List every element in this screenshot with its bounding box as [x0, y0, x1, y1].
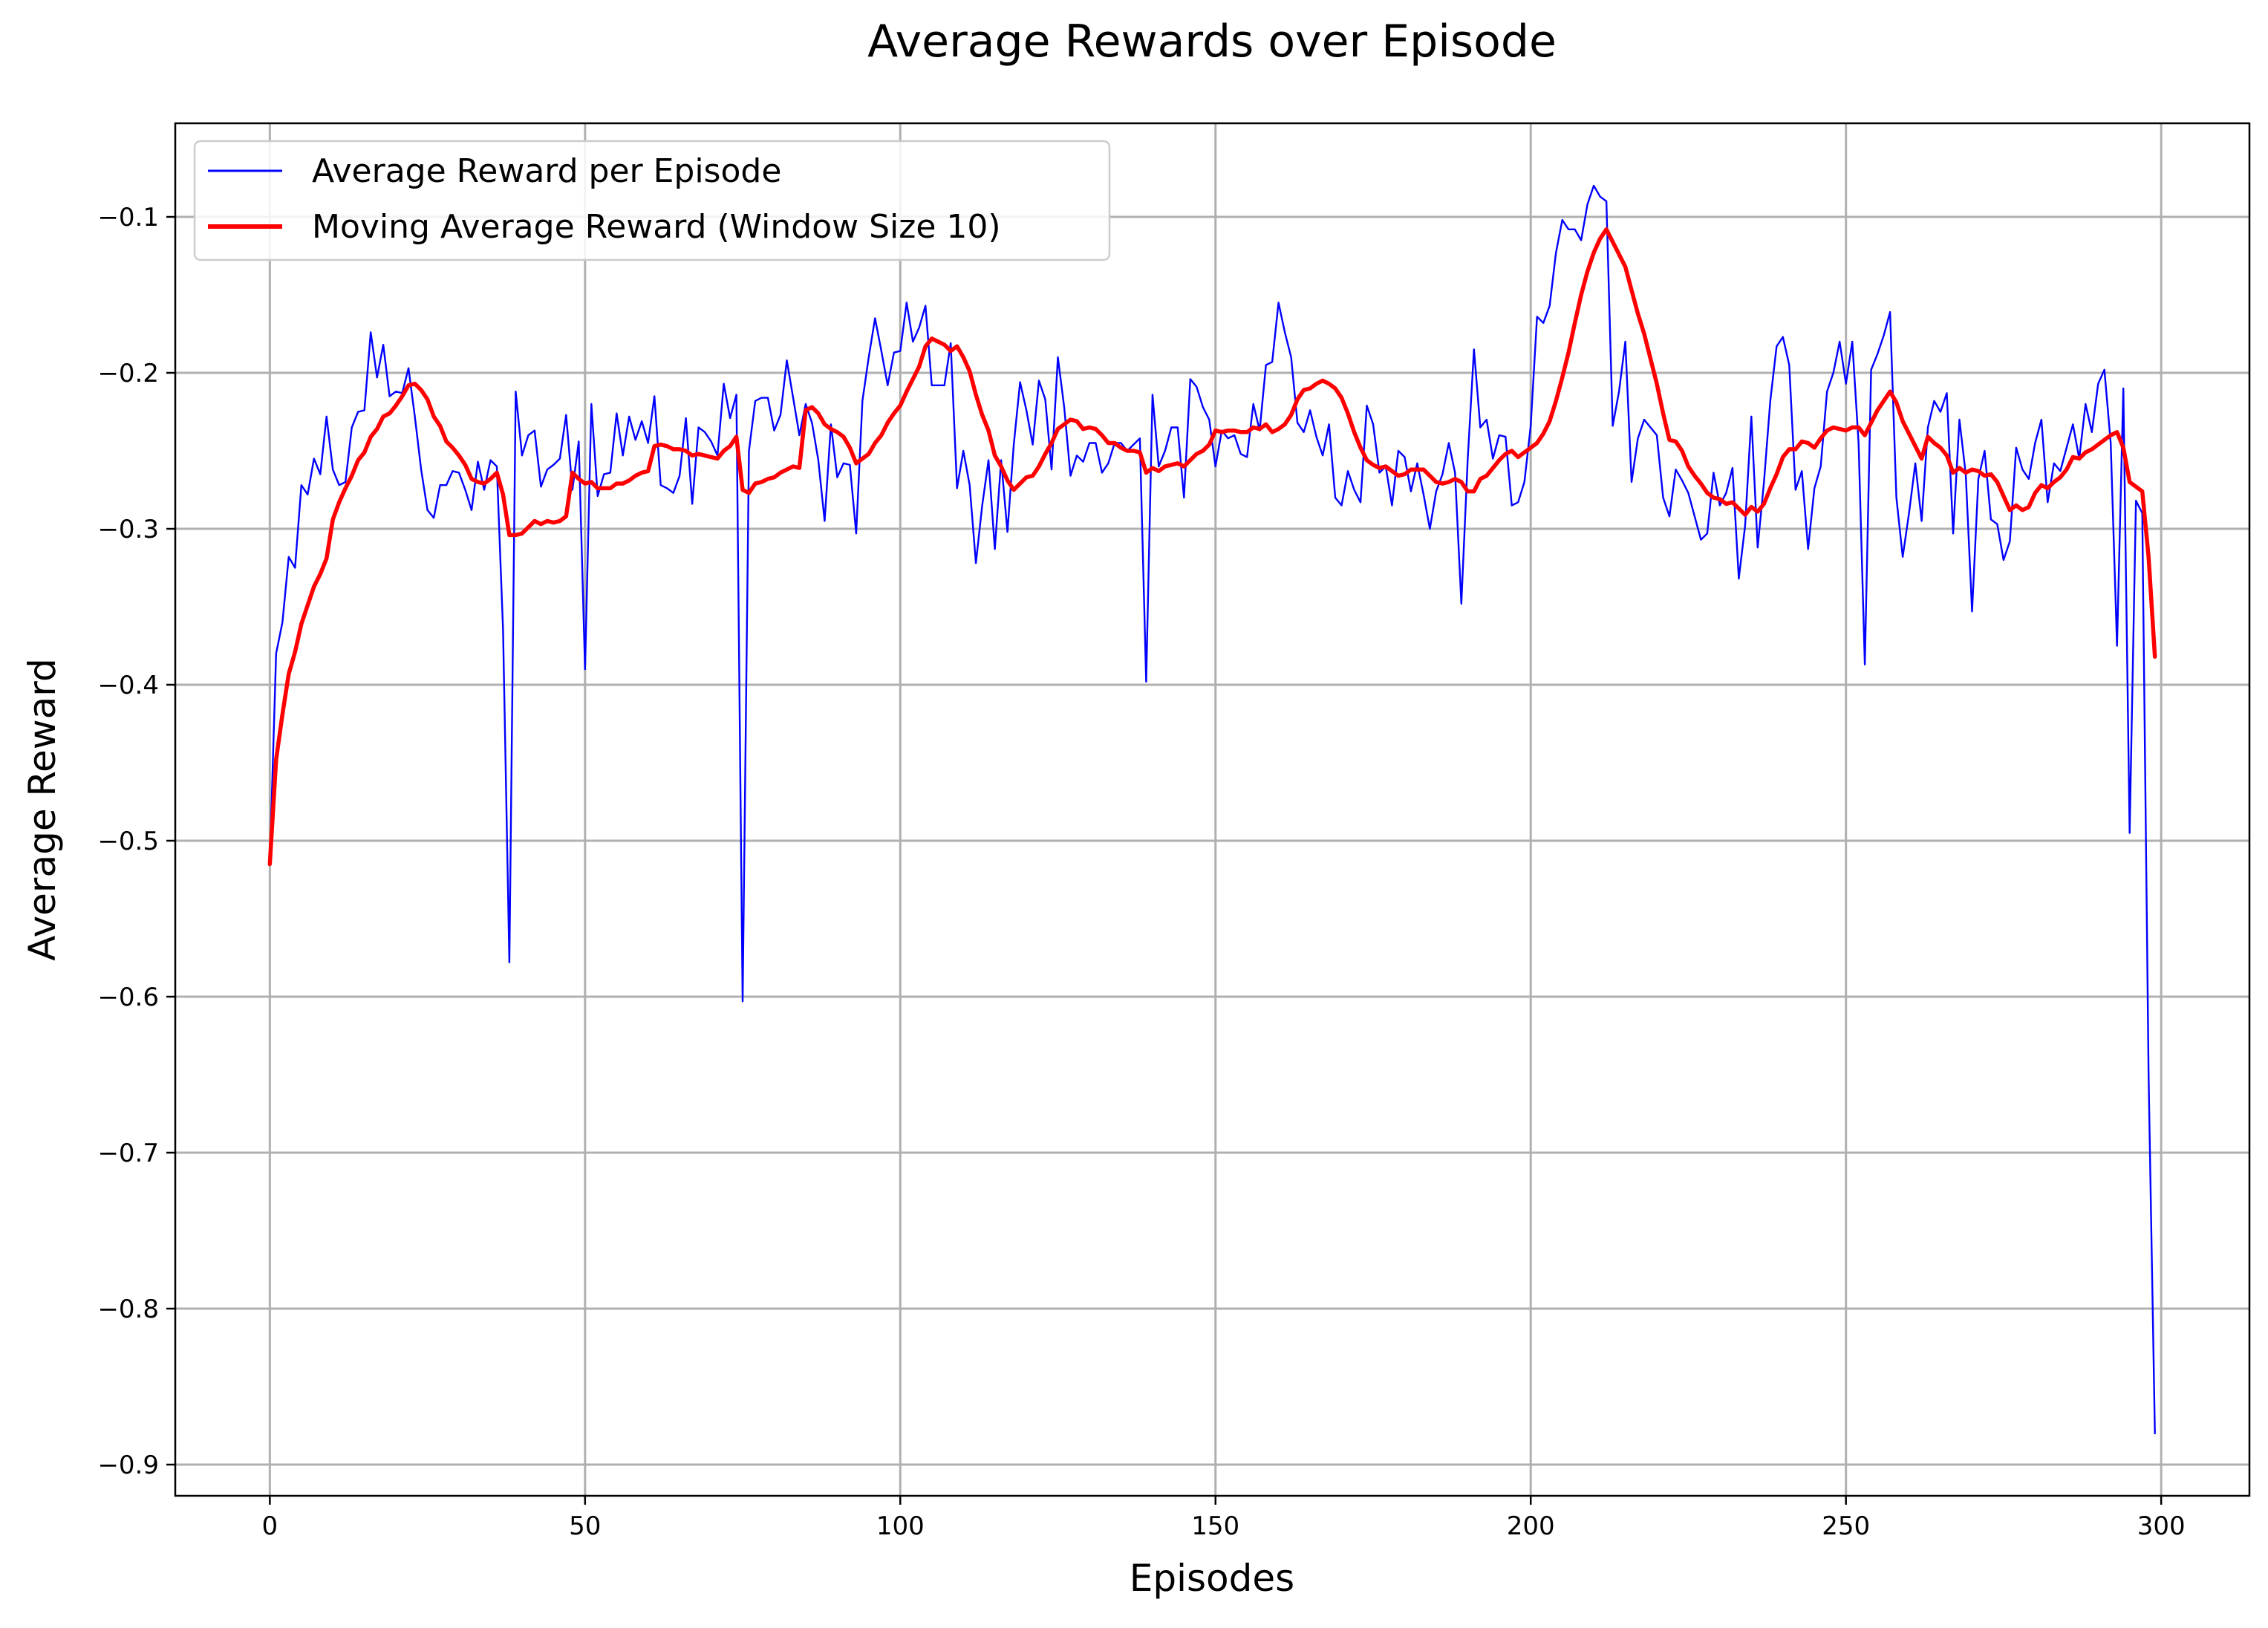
legend-box — [193, 140, 1111, 261]
y-tick-label: −0.2 — [97, 359, 159, 388]
x-axis-label: Episodes — [1130, 1557, 1294, 1600]
x-tick-label: 250 — [1822, 1511, 1870, 1541]
y-tick-label: −0.9 — [97, 1450, 159, 1480]
grid — [175, 123, 2249, 1496]
series-layer — [267, 184, 2157, 1435]
x-tick-label: 0 — [262, 1511, 278, 1541]
y-tick-label: −0.4 — [97, 671, 159, 700]
y-axis-label: Average Reward — [21, 658, 64, 960]
y-tick-label: −0.3 — [97, 515, 159, 544]
y-tick-label: −0.7 — [97, 1139, 159, 1168]
legend-label-average-reward: Average Reward per Episode — [312, 152, 781, 190]
ticks: 0 50 100 150 200 250 300 −0.9 −0.8 −0.7 −0.6 −0.5 −0… — [97, 203, 2185, 1541]
series-line-average-reward — [269, 184, 2156, 1435]
legend-label-moving-average: Moving Average Reward (Window Size 10) — [312, 208, 1001, 246]
x-tick-label: 100 — [876, 1511, 925, 1541]
y-tick-label: −0.1 — [97, 203, 159, 232]
legend: Average Reward per Episode Moving Averag… — [193, 140, 1111, 261]
plot-frame — [174, 122, 2251, 1497]
y-tick-label: −0.6 — [97, 983, 159, 1012]
chart-title: Average Rewards over Episode — [867, 16, 1557, 68]
x-tick-label: 200 — [1507, 1511, 1555, 1541]
series-line-moving-average — [267, 227, 2157, 867]
y-tick-label: −0.8 — [97, 1295, 159, 1324]
y-tick-label: −0.5 — [97, 827, 159, 856]
x-tick-label: 150 — [1191, 1511, 1239, 1541]
x-tick-label: 50 — [569, 1511, 601, 1541]
x-tick-label: 300 — [2137, 1511, 2186, 1541]
